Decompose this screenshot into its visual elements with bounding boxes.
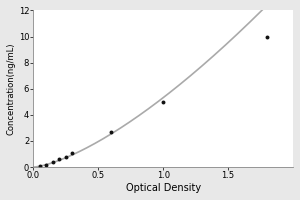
Point xyxy=(109,130,114,133)
Y-axis label: Concentration(ng/mL): Concentration(ng/mL) xyxy=(7,43,16,135)
Point xyxy=(50,160,55,163)
Point xyxy=(57,158,62,161)
Point xyxy=(38,165,42,168)
Point xyxy=(265,35,269,38)
Point xyxy=(161,100,166,103)
Point xyxy=(70,151,75,154)
Point xyxy=(63,155,68,158)
Point xyxy=(44,163,49,166)
X-axis label: Optical Density: Optical Density xyxy=(126,183,201,193)
